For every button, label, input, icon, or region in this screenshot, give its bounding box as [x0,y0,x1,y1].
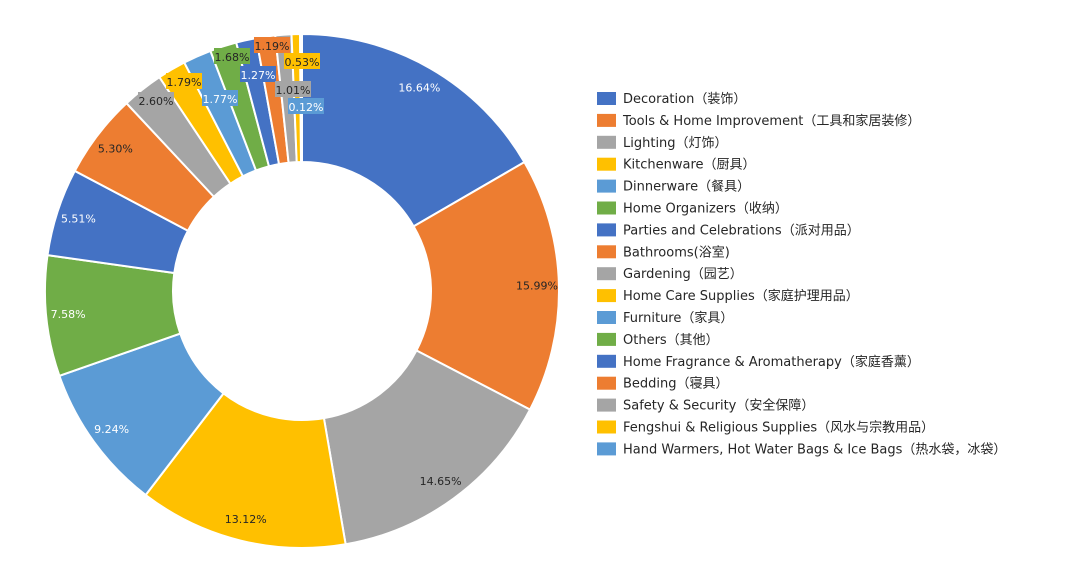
data-label-bg-14 [275,81,311,97]
data-label-7: 5.30% [98,142,133,155]
data-label-4: 9.24% [94,423,129,436]
data-label-15: 0.53% [285,56,320,69]
legend: Decoration（装饰） Tools & Home Improvement（工… [597,92,1006,457]
data-label-14: 1.01% [276,84,311,97]
data-label-bg-12 [240,66,276,82]
legend-swatch-2 [597,135,616,149]
data-label-8: 2.60% [139,95,174,108]
legend-swatch-0 [597,92,616,105]
legend-swatch-16 [597,442,616,456]
slices-layer [44,32,560,549]
legend-swatch-4 [597,179,616,193]
legend-swatch-7 [597,245,616,259]
legend-label-5: Home Organizers（收纳） [623,202,788,217]
legend-label-13: Bedding（寝具） [623,376,729,392]
data-label-bg-10 [202,90,238,106]
legend-swatch-13 [597,376,616,390]
legend-swatch-10 [597,311,616,324]
data-label-11: 1.68% [215,51,250,64]
legend-label-14: Safety & Security（安全保障） [623,398,814,414]
legend-swatch-14 [597,398,616,412]
data-label-9: 1.79% [167,76,202,89]
legend-swatch-11 [597,332,616,346]
legend-swatch-8 [597,267,616,281]
legend-swatch-9 [597,289,616,303]
legend-label-11: Others（其他） [623,333,719,348]
legend-label-3: Kitchenware（厨具） [623,158,756,173]
data-label-bg-15 [284,53,320,69]
legend-label-6: Parties and Celebrations（派对用品） [623,223,860,238]
legend-swatch-12 [597,354,616,368]
legend-swatch-15 [597,420,616,434]
legend-label-2: Lighting（灯饰） [623,136,728,151]
slice-2 [322,349,532,546]
legend-swatch-1 [597,113,616,127]
data-label-12: 1.27% [241,69,276,82]
data-label-13: 1.19% [255,40,290,53]
data-label-5: 7.58% [51,308,86,321]
legend-label-7: Bathrooms(浴室) [623,244,730,260]
data-labels-layer: 16.64% 15.99% 14.65% 13.12% 9.24% 7.58% 5.51% 5… [51,37,558,526]
data-label-bg-16 [288,98,324,114]
data-label-bg-8 [138,92,174,108]
legend-label-4: Dinnerware（餐具） [623,179,750,195]
data-label-3: 13.12% [225,513,267,526]
legend-label-9: Home Care Supplies（家庭护理用品） [623,288,859,304]
legend-swatch-6 [597,223,616,237]
data-label-bg-9 [166,73,202,89]
slice-1 [412,160,560,411]
legend-swatch-5 [597,201,616,215]
legend-label-1: Tools & Home Improvement（工具和家居装修） [622,113,920,129]
data-label-2: 14.65% [420,475,462,488]
legend-label-16: Hand Warmers, Hot Water Bags & Ice Bags（… [623,442,1006,457]
legend-label-12: Home Fragrance & Aromatherapy（家庭香薰） [623,354,920,370]
data-label-6: 5.51% [61,213,96,226]
data-label-0: 16.64% [398,81,440,94]
data-label-bg-11 [214,48,250,64]
legend-swatch-3 [597,157,616,171]
slice-0 [301,32,526,228]
legend-label-15: Fengshui & Religious Supplies（风水与宗教用品） [623,420,934,436]
legend-label-10: Furniture（家具） [623,310,733,326]
legend-label-8: Gardening（园艺） [623,267,743,282]
data-label-1: 15.99% [516,280,558,293]
legend-label-0: Decoration（装饰） [623,92,746,107]
data-label-10: 1.77% [203,93,238,106]
data-label-16: 0.12% [289,101,324,114]
data-label-bg-13 [254,37,290,53]
